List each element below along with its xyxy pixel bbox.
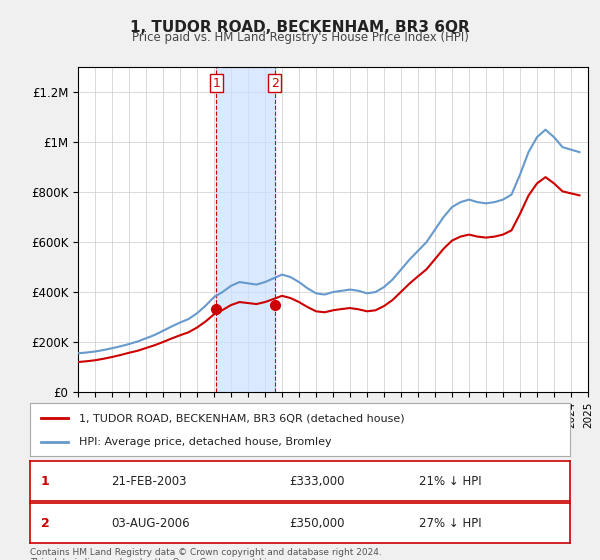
Text: 1, TUDOR ROAD, BECKENHAM, BR3 6QR (detached house): 1, TUDOR ROAD, BECKENHAM, BR3 6QR (detac…: [79, 413, 404, 423]
Text: Contains HM Land Registry data © Crown copyright and database right 2024.
This d: Contains HM Land Registry data © Crown c…: [30, 548, 382, 560]
Text: 21-FEB-2003: 21-FEB-2003: [111, 474, 187, 488]
Text: £350,000: £350,000: [289, 516, 344, 530]
Text: 2: 2: [271, 77, 279, 90]
Text: 21% ↓ HPI: 21% ↓ HPI: [419, 474, 481, 488]
Text: 2: 2: [41, 516, 50, 530]
Text: 1, TUDOR ROAD, BECKENHAM, BR3 6QR: 1, TUDOR ROAD, BECKENHAM, BR3 6QR: [130, 20, 470, 35]
Text: Price paid vs. HM Land Registry's House Price Index (HPI): Price paid vs. HM Land Registry's House …: [131, 31, 469, 44]
Bar: [216, 67, 275, 392]
Text: 1: 1: [41, 474, 50, 488]
Text: £333,000: £333,000: [289, 474, 344, 488]
Text: 1: 1: [212, 77, 220, 90]
Text: HPI: Average price, detached house, Bromley: HPI: Average price, detached house, Brom…: [79, 436, 331, 446]
Text: 27% ↓ HPI: 27% ↓ HPI: [419, 516, 481, 530]
Text: 03-AUG-2006: 03-AUG-2006: [111, 516, 190, 530]
